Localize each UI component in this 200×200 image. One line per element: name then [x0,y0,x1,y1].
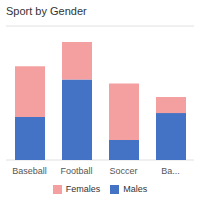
svg-text:Football: Football [60,166,92,176]
html-text:Sport by Gender: Sport by Gender [6,5,87,17]
html-text:Females: Females [65,184,101,194]
svg-text:Ba...: Ba... [161,166,180,176]
html-text:Males: Males [123,184,148,194]
svg-text:Soccer: Soccer [109,166,137,176]
svg-text:Baseball: Baseball [12,166,47,176]
